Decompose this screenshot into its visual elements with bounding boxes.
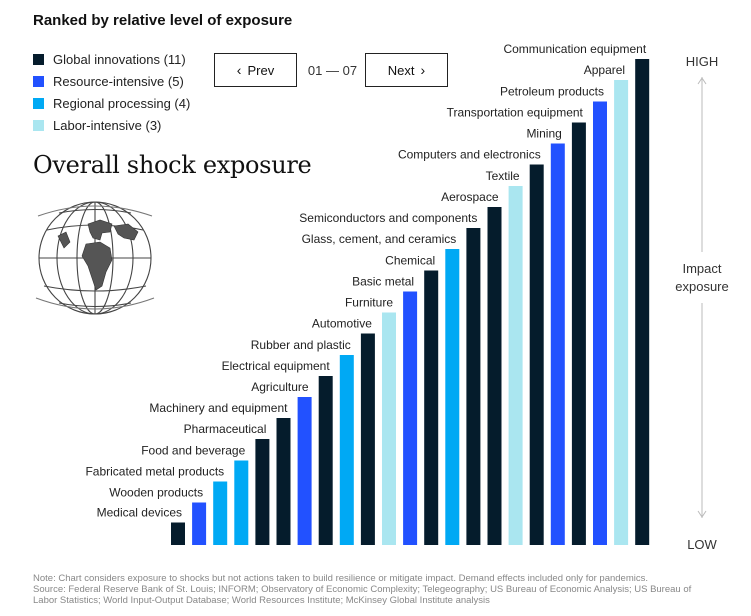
y-axis-title-line2: exposure <box>675 279 728 294</box>
bar-label: Machinery and equipment <box>149 401 288 415</box>
y-low-label: LOW <box>687 537 717 552</box>
prev-label: Prev <box>247 62 275 78</box>
legend-item-resource-intensive: Resource-intensive (5) <box>33 70 190 92</box>
bar <box>614 80 629 545</box>
chevron-left-icon: ‹ <box>236 62 242 78</box>
bar-label: Medical devices <box>97 506 182 520</box>
bar-label: Glass, cement, and ceramics <box>302 232 457 246</box>
legend-item-labor-intensive: Labor-intensive (3) <box>33 114 190 136</box>
bar-label: Basic metal <box>352 275 414 289</box>
bar <box>529 164 544 545</box>
note-line: Note: Chart considers exposure to shocks… <box>33 573 649 584</box>
chart-title: Overall shock exposure <box>33 151 312 179</box>
legend-label: Labor-intensive (3) <box>53 117 162 133</box>
bar-label: Petroleum products <box>500 85 604 99</box>
bar <box>508 186 523 545</box>
page-indicator: 01 — 07 <box>307 63 358 78</box>
next-label: Next <box>387 62 415 78</box>
next-button[interactable]: Next › <box>365 53 448 87</box>
legend: Global innovations (11) Resource-intensi… <box>33 48 190 136</box>
bar <box>487 207 502 545</box>
legend-item-regional-processing: Regional processing (4) <box>33 92 190 114</box>
bar-label: Transportation equipment <box>447 106 584 120</box>
bar-label: Wooden products <box>109 486 203 500</box>
bar-label: Pharmaceutical <box>184 422 267 436</box>
bar <box>234 460 249 545</box>
bar <box>171 522 185 545</box>
bar <box>255 439 270 545</box>
bar <box>360 333 375 545</box>
bar-label: Aerospace <box>441 190 499 204</box>
arrow-up-icon <box>697 77 707 85</box>
bar <box>192 502 207 545</box>
bar-label: Computers and electronics <box>398 148 541 162</box>
page-heading: Ranked by relative level of exposure <box>33 12 293 29</box>
bar <box>382 312 396 545</box>
bar <box>213 481 228 545</box>
bar-label: Electrical equipment <box>222 359 331 373</box>
bar-label: Furniture <box>345 296 393 310</box>
bar <box>635 59 650 545</box>
bar <box>593 101 607 545</box>
bar <box>466 228 481 545</box>
bar-label: Chemical <box>385 254 435 268</box>
y-high-label: HIGH <box>686 54 719 69</box>
legend-swatch <box>33 75 44 87</box>
bar-label: Agriculture <box>251 380 309 394</box>
legend-item-global-innovations: Global innovations (11) <box>33 48 190 70</box>
bar-label: Communication equipment <box>503 42 646 56</box>
y-axis-title-line1: Impact <box>682 261 721 276</box>
bar <box>318 376 333 545</box>
chevron-right-icon: › <box>420 62 426 78</box>
chart-note: Note: Chart considers exposure to shocks… <box>33 573 738 606</box>
bar <box>297 397 312 545</box>
arrow-down-icon <box>697 510 707 518</box>
legend-label: Regional processing (4) <box>53 95 191 111</box>
bar-label: Semiconductors and components <box>299 211 477 225</box>
legend-swatch <box>33 53 44 65</box>
legend-label: Global innovations (11) <box>53 51 186 67</box>
bar <box>445 249 460 545</box>
bar-label: Rubber and plastic <box>251 338 351 352</box>
pager: ‹ Prev 01 — 07 Next › <box>214 53 450 89</box>
source-line: Source: Federal Reserve Bank of St. Loui… <box>33 584 692 595</box>
legend-swatch <box>33 119 44 131</box>
chart: Medical devices Wooden products Fabricated… <box>85 42 728 552</box>
bar-label: Food and beverage <box>141 444 245 458</box>
bar-label: Fabricated metal products <box>85 465 224 479</box>
bar-labels: Medical devices Wooden products Fabricated… <box>85 42 646 520</box>
bar <box>276 418 291 545</box>
bar-label: Apparel <box>584 63 625 77</box>
bars <box>171 59 650 545</box>
bar <box>550 143 565 545</box>
legend-label: Resource-intensive (5) <box>53 73 184 89</box>
bar <box>424 270 439 545</box>
bar-label: Textile <box>486 169 520 183</box>
bar <box>403 291 418 545</box>
bar-label: Automotive <box>312 317 372 331</box>
prev-button[interactable]: ‹ Prev <box>214 53 297 87</box>
source-line: Labor Statistics; World Input-Output Dat… <box>33 595 490 606</box>
bar-label: Mining <box>526 127 561 141</box>
bar <box>339 355 354 545</box>
globe-icon <box>35 201 155 315</box>
legend-swatch <box>33 97 44 109</box>
bar <box>571 122 586 545</box>
